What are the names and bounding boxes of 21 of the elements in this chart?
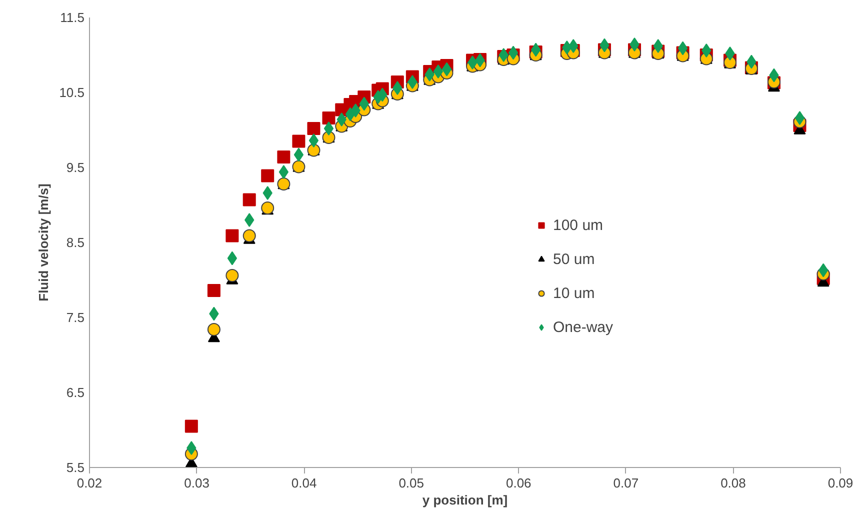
x-tick-label: 0.02 (76, 476, 102, 490)
x-tick-label: 0.04 (291, 476, 317, 490)
x-tick-label: 0.08 (720, 476, 746, 490)
x-axis-title: y position [m] (422, 492, 508, 508)
x-tick-label: 0.05 (398, 476, 424, 490)
y-tick-label: 10.5 (59, 85, 85, 100)
y-tick-label: 7.5 (66, 310, 85, 325)
x-tick-label: 0.09 (828, 476, 854, 490)
y-tick-label: 6.5 (66, 385, 85, 400)
x-tick-label: 0.03 (184, 476, 210, 490)
y-tick-label: 8.5 (66, 235, 85, 250)
legend-label: One-way (553, 318, 614, 336)
legend-label: 50 um (553, 250, 595, 268)
y-axis-title: Fluid velocity [m/s] (36, 184, 52, 302)
y-tick-label: 5.5 (66, 460, 85, 475)
x-tick-label: 0.07 (613, 476, 639, 490)
legend-label: 100 um (553, 216, 604, 234)
legend-label: 10 um (553, 284, 595, 302)
x-tick-label: 0.06 (506, 476, 532, 490)
y-tick-label: 9.5 (66, 160, 85, 175)
y-tick-label: 11.5 (60, 10, 85, 25)
